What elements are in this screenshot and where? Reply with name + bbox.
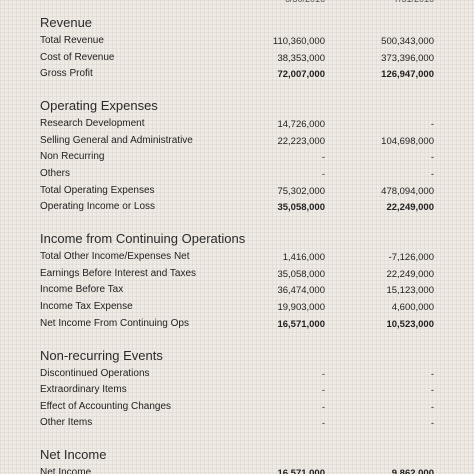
row-label: Extraordinary Items: [40, 384, 127, 396]
section-title: Non-recurring Events: [40, 347, 163, 363]
row-value: 14,726,000: [277, 119, 325, 131]
row-value: 16,571,000: [277, 318, 325, 330]
row-label: Income Before Tax: [40, 284, 124, 296]
row-value: 478,094,000: [381, 185, 434, 197]
row-value: -: [321, 368, 325, 380]
row-value: -: [321, 152, 325, 164]
row-value: -: [430, 169, 434, 180]
row-label: Total Other Income/Expenses Net: [40, 251, 190, 263]
row-value: -: [430, 401, 434, 413]
row-label: Selling General and Administrative: [40, 134, 193, 146]
row-label: Net Income: [40, 467, 92, 474]
row-value: -: [430, 152, 434, 164]
column-header: 6/30/2016: [285, 0, 325, 4]
row-value: 22,249,000: [386, 268, 434, 280]
row-value: 72,007,000: [277, 69, 325, 81]
row-value: -: [430, 418, 434, 430]
row-value: 36,474,000: [277, 285, 325, 297]
row-label: Income Tax Expense: [40, 301, 133, 312]
row-label: Gross Profit: [40, 68, 93, 80]
row-value: 9,862,000: [391, 468, 434, 474]
row-value: 38,353,000: [277, 52, 325, 64]
row-value: -: [430, 119, 434, 131]
row-value: 16,571,000: [277, 468, 325, 474]
row-label: Total Operating Expenses: [40, 184, 155, 196]
section-title: Income from Continuing Operations: [40, 231, 246, 247]
row-label: Total Revenue: [40, 35, 104, 46]
row-value: 19,903,000: [277, 302, 325, 313]
row-value: -: [321, 169, 325, 180]
row-value: -: [430, 368, 434, 380]
row-value: 500,343,000: [381, 36, 434, 47]
section-title: Net Income: [40, 447, 107, 463]
row-value: 10,523,000: [386, 318, 434, 330]
row-value: -: [321, 385, 325, 397]
row-value: -: [321, 418, 325, 430]
row-label: Other Items: [40, 417, 93, 429]
row-label: Discontinued Operations: [40, 367, 150, 379]
column-header: 7/31/2016: [394, 0, 434, 4]
row-value: 22,223,000: [277, 135, 325, 147]
row-label: Research Development: [40, 118, 145, 130]
row-value: 1,416,000: [282, 252, 325, 264]
row-value: 22,249,000: [386, 202, 434, 214]
section-title: Revenue: [40, 15, 93, 30]
row-value: 35,058,000: [277, 268, 325, 280]
row-value: 110,360,000: [272, 36, 325, 47]
row-label: Operating Income or Loss: [40, 201, 156, 213]
section-title: Operating Expenses: [40, 98, 158, 114]
row-value: 104,698,000: [381, 135, 434, 147]
row-label: Others: [40, 168, 71, 179]
row-value: 126,947,000: [381, 69, 434, 81]
row-value: 15,123,000: [386, 285, 434, 297]
row-value: 4,600,000: [391, 302, 434, 313]
row-label: Net Income From Continuing Ops: [40, 317, 189, 329]
row-label: Earnings Before Interest and Taxes: [40, 267, 197, 279]
row-label: Effect of Accounting Changes: [40, 400, 172, 412]
row-value: -: [430, 385, 434, 397]
row-value: -: [321, 401, 325, 413]
row-value: 373,396,000: [381, 52, 434, 64]
row-label: Non Recurring: [40, 151, 105, 163]
row-value: 35,058,000: [277, 202, 325, 214]
row-label: Cost of Revenue: [40, 51, 115, 63]
row-value: 75,302,000: [277, 185, 325, 197]
row-value: -7,126,000: [388, 252, 434, 264]
